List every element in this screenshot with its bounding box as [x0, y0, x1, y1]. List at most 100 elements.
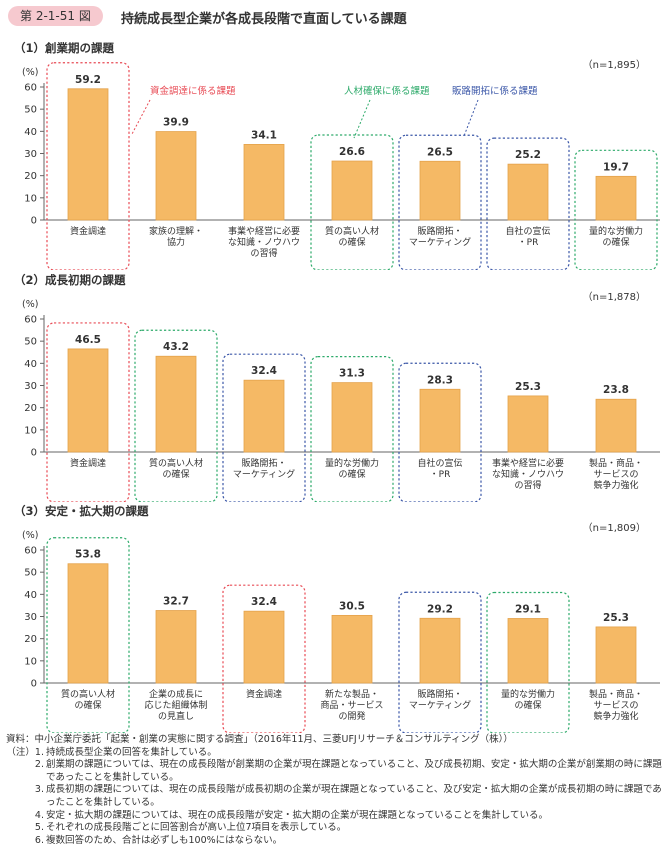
- y-tick-label: 40: [24, 127, 37, 138]
- highlight-box-funding: [46, 62, 130, 270]
- x-tick-label: 家族の理解・協力: [149, 225, 203, 248]
- y-axis-unit-label: (%): [22, 530, 38, 541]
- y-tick-label: 30: [24, 149, 37, 160]
- x-tick-label-line: 量的な労働力: [501, 688, 555, 700]
- highlight-box-hr: [574, 149, 658, 270]
- x-tick-label-line: の見直し: [158, 710, 194, 722]
- x-tick-label-line: の確保: [602, 236, 629, 248]
- bar-value-label: 31.3: [339, 368, 365, 380]
- x-tick-label: 事業や経営に必要な知識・ノウハウの習得: [228, 225, 300, 259]
- y-tick-label: 60: [24, 546, 37, 557]
- x-tick-label-line: 自社の宣伝: [505, 225, 550, 237]
- x-tick-label-line: 協力: [167, 236, 185, 248]
- x-tick-label: 量的な労働力の確保: [325, 457, 379, 480]
- bar-value-label: 53.8: [75, 549, 101, 561]
- x-tick-label-line: な知識・ノウハウ: [228, 236, 300, 248]
- bar: [243, 610, 285, 684]
- bar: [155, 355, 197, 453]
- bar: [243, 379, 285, 453]
- highlight-box-hr: [486, 591, 570, 733]
- bar: [419, 160, 461, 221]
- note-row: 4. 安定・拡大期の課題については、現在の成長段階が安定・拡大期の企業が現在課題…: [6, 810, 662, 823]
- callout-funding-leader: [131, 99, 151, 135]
- note-text: 安定・拡大期の課題については、現在の成長段階が安定・拡大期の企業が現在課題となっ…: [46, 809, 548, 821]
- x-tick-label-line: 企業の成長に: [149, 688, 203, 700]
- chart-panel-early-growth: （2）成長初期の課題 （n=1,878） (%) 0 10 20 30 40 50 60 46.…: [0, 272, 666, 502]
- x-tick-label-line: の習得: [250, 247, 277, 259]
- y-tick-label: 10: [24, 425, 37, 436]
- bar: [595, 398, 637, 453]
- x-tick-label-line: の確保: [338, 236, 365, 248]
- bar-value-label: 32.7: [163, 596, 189, 608]
- bar-value-label: 26.6: [339, 146, 365, 158]
- bar: [243, 144, 285, 221]
- bar-value-label: 30.5: [339, 600, 365, 612]
- figure-notes: 資料：中小企業庁委託「起業・創業の実態に関する調査」（2016年11月、三菱UF…: [6, 734, 662, 847]
- highlight-box-sales: [222, 353, 306, 502]
- x-tick-label-line: 事業や経営に必要: [228, 225, 300, 237]
- x-tick-label-line: 資金調達: [246, 688, 282, 700]
- bar: [331, 382, 373, 453]
- y-tick-label: 50: [24, 337, 37, 348]
- y-tick-label: 20: [24, 403, 37, 414]
- x-tick-label-line: 応じた組織体制: [144, 699, 207, 711]
- note-label: （注）1.: [6, 746, 44, 758]
- x-tick-label-line: 競争力強化: [593, 479, 638, 491]
- x-tick-label-line: の習得: [514, 479, 541, 491]
- x-tick-label: 資金調達: [246, 688, 282, 700]
- y-tick-label: 30: [24, 381, 37, 392]
- y-axis-unit-label: (%): [22, 299, 38, 310]
- x-tick-label-line: 販路開拓・: [241, 457, 286, 469]
- note-text: それぞれの成長段階ごとに回答割合が高い上位7項目を表示している。: [46, 822, 347, 834]
- bar-value-label: 39.9: [163, 117, 189, 129]
- source-note: 資料：中小企業庁委託「起業・創業の実態に関する調査」（2016年11月、三菱UF…: [6, 734, 513, 745]
- bar-chart-startup: (%) 0 10 20 30 40 50 60 59.2 資金調達 39.9 家族の理解・協力 34.1…: [22, 62, 660, 270]
- panel-title: （3）安定・拡大期の課題: [14, 504, 149, 518]
- y-tick-label: 40: [24, 359, 37, 370]
- bar-value-label: 19.7: [603, 161, 629, 173]
- x-tick-label: 企業の成長に応じた組織体制の見直し: [144, 688, 207, 722]
- x-tick-label: 販路開拓・マーケティング: [409, 225, 471, 248]
- bar: [67, 348, 109, 453]
- bar: [331, 160, 373, 221]
- y-tick-label: 20: [24, 634, 37, 645]
- x-tick-label: 製品・商品・サービスの競争力強化: [589, 457, 643, 491]
- x-tick-label: 量的な労働力の確保: [501, 688, 555, 711]
- x-tick-label-line: な知識・ノウハウ: [492, 468, 564, 480]
- y-tick-label: 50: [24, 568, 37, 579]
- x-tick-label-line: 製品・商品・: [589, 688, 643, 700]
- y-tick-label: 0: [31, 679, 37, 690]
- figure-title: 持続成長型企業が各成長段階で直面している課題: [121, 12, 407, 27]
- y-tick-label: 50: [24, 105, 37, 116]
- callout-sales-label: 販路開拓に係る課題: [452, 85, 538, 97]
- bar: [67, 88, 109, 221]
- note-row: 6. 複数回答のため、合計は必ずしも100%にはならない。: [6, 835, 662, 847]
- y-tick-label: 30: [24, 612, 37, 623]
- x-tick-label-line: の確保: [338, 468, 365, 480]
- x-tick-label: 新たな製品・商品・サービスの開発: [320, 688, 383, 722]
- highlight-box-funding: [222, 584, 306, 733]
- note-text: 創業期の課題については、現在の成長段階が創業期の企業が現在課題となっていること、…: [46, 759, 662, 783]
- bar: [507, 395, 549, 453]
- bar-value-label: 46.5: [75, 334, 101, 346]
- x-tick-label: 質の高い人材の確保: [61, 688, 115, 711]
- bar: [595, 175, 637, 221]
- bar: [331, 614, 373, 684]
- callout-hr-leader: [353, 99, 371, 139]
- bar-value-label: 34.1: [251, 129, 277, 141]
- note-label: 2.: [34, 759, 44, 771]
- x-tick-label-line: 事業や経営に必要: [492, 457, 564, 469]
- note-label: 4.: [34, 809, 44, 821]
- x-tick-label-line: マーケティング: [409, 236, 471, 248]
- note-row: 3. 成長初期の課題については、現在の成長段階が成長初期の企業が現在課題となって…: [6, 784, 662, 809]
- x-tick-label-line: 販路開拓・: [417, 225, 462, 237]
- panel-title: （1）創業期の課題: [14, 41, 115, 55]
- bar: [67, 563, 109, 684]
- bar: [155, 131, 197, 221]
- x-tick-label: 量的な労働力の確保: [589, 225, 643, 248]
- bar: [595, 626, 637, 684]
- x-tick-label-line: の開発: [338, 710, 365, 722]
- x-tick-label-line: 商品・サービス: [320, 699, 383, 711]
- x-tick-label: 質の高い人材の確保: [325, 225, 379, 248]
- callout-hr-label: 人材確保に係る課題: [344, 85, 430, 97]
